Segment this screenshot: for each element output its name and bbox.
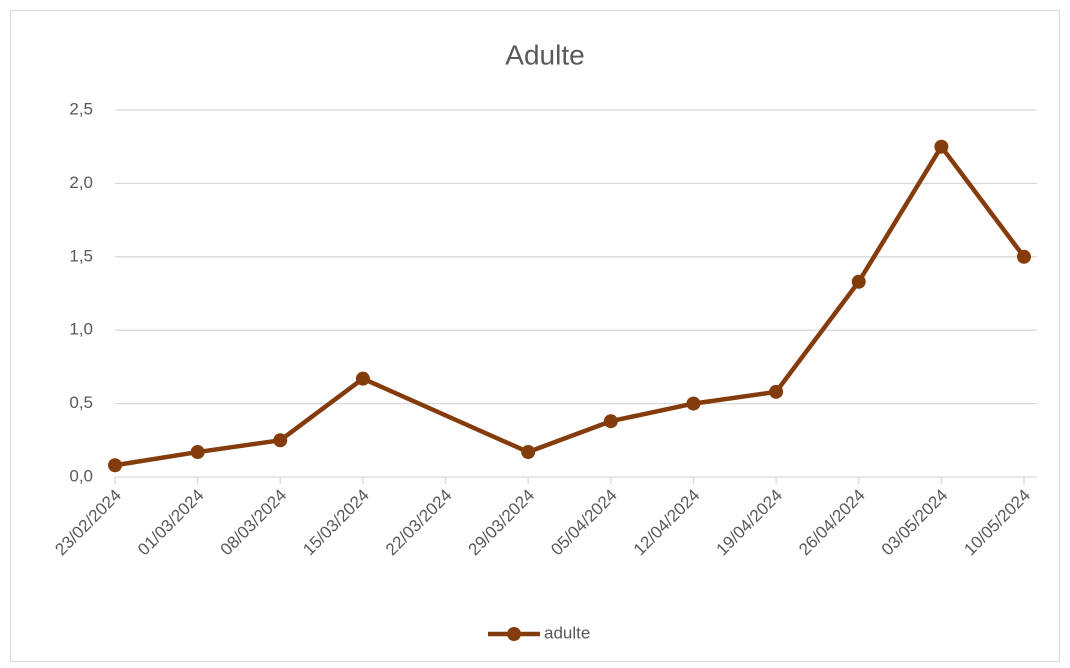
- y-tick-label: 0,0: [69, 466, 93, 485]
- y-tick-label: 0,5: [69, 393, 93, 412]
- chart-title: Adulte: [505, 39, 584, 70]
- legend-label: adulte: [544, 623, 590, 642]
- legend-marker: [507, 627, 521, 641]
- data-point: [355, 371, 370, 386]
- y-tick-label: 1,5: [69, 246, 93, 265]
- chart-frame: [10, 10, 1060, 662]
- data-point: [521, 445, 536, 460]
- data-point: [686, 396, 701, 411]
- data-point: [769, 384, 784, 399]
- y-tick-label: 2,0: [69, 173, 93, 192]
- data-point: [190, 445, 205, 460]
- data-point: [851, 274, 866, 289]
- data-point: [273, 433, 288, 448]
- y-tick-label: 1,0: [69, 320, 93, 339]
- y-tick-label: 2,5: [69, 99, 93, 118]
- data-point: [934, 139, 949, 154]
- data-point: [1017, 249, 1031, 264]
- data-point: [108, 458, 122, 473]
- data-point: [603, 414, 618, 429]
